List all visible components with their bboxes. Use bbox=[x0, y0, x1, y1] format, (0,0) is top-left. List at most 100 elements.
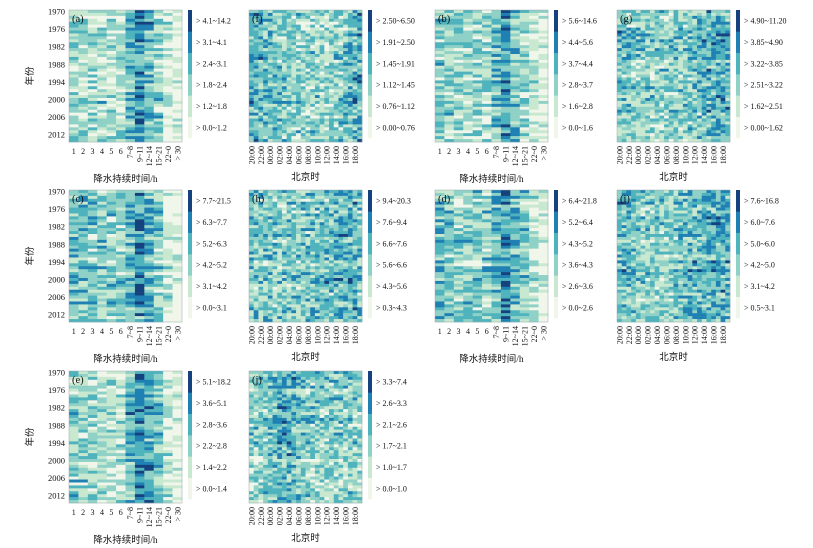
heat-cell bbox=[711, 10, 717, 14]
heat-cell bbox=[463, 92, 473, 96]
heat-cell bbox=[69, 71, 79, 75]
heat-cell bbox=[640, 92, 646, 96]
heat-cell bbox=[725, 112, 731, 116]
heat-cell bbox=[435, 36, 445, 40]
heat-cell bbox=[69, 239, 79, 244]
heat-cell bbox=[682, 115, 688, 119]
heat-cell bbox=[258, 201, 264, 205]
heat-cell bbox=[664, 127, 670, 131]
heat-cell bbox=[291, 245, 297, 249]
heat-cell bbox=[668, 133, 674, 137]
heat-cell bbox=[153, 71, 164, 75]
heat-cell bbox=[134, 307, 145, 311]
heat-cell bbox=[253, 210, 259, 214]
heat-cell bbox=[463, 65, 473, 69]
heat-cell bbox=[519, 62, 530, 66]
heat-cell bbox=[69, 83, 79, 87]
heat-cell bbox=[352, 222, 358, 226]
heat-cell bbox=[664, 51, 670, 55]
heat-cell bbox=[267, 33, 273, 37]
heat-cell bbox=[249, 266, 254, 270]
heat-cell bbox=[153, 33, 164, 37]
heat-cell bbox=[78, 86, 89, 90]
heat-cell bbox=[125, 118, 136, 122]
heat-cell bbox=[701, 127, 707, 131]
heat-cell bbox=[272, 30, 278, 34]
heat-cell bbox=[263, 30, 269, 34]
heat-cell bbox=[692, 71, 698, 75]
heat-cell bbox=[97, 198, 107, 202]
heat-cell bbox=[97, 204, 107, 208]
heat-cell bbox=[347, 27, 353, 31]
heat-cell bbox=[249, 260, 254, 264]
x-tick-label: 22:00 bbox=[625, 146, 634, 164]
heat-cell bbox=[125, 74, 136, 78]
heat-cell bbox=[116, 272, 126, 276]
heat-cell bbox=[116, 109, 126, 113]
heat-cell bbox=[338, 95, 344, 99]
heat-cell bbox=[267, 254, 273, 258]
heat-cell bbox=[659, 21, 665, 25]
heat-cell bbox=[510, 30, 520, 34]
heat-cell bbox=[310, 121, 316, 125]
heat-cell bbox=[300, 266, 306, 270]
heat-cell bbox=[78, 124, 89, 128]
heat-cell bbox=[258, 12, 264, 17]
heat-cell bbox=[444, 62, 455, 66]
heat-cell bbox=[538, 112, 549, 116]
heat-cell bbox=[97, 92, 107, 96]
heat-cell bbox=[697, 118, 702, 122]
heat-cell bbox=[153, 48, 164, 52]
heat-cell bbox=[319, 127, 325, 131]
heat-cell bbox=[626, 139, 632, 143]
heat-cell bbox=[357, 45, 363, 49]
heat-cell bbox=[263, 115, 269, 119]
heat-cell bbox=[277, 286, 283, 290]
heat-cell bbox=[347, 68, 353, 72]
heat-cell bbox=[519, 98, 530, 102]
heat-cell bbox=[697, 30, 702, 34]
heat-cell bbox=[87, 231, 98, 235]
heat-cell bbox=[519, 83, 530, 87]
heat-cell bbox=[678, 33, 684, 37]
heat-cell bbox=[343, 207, 349, 211]
heat-cell bbox=[172, 136, 183, 140]
heat-cell bbox=[645, 59, 651, 64]
heat-cell bbox=[319, 106, 325, 110]
heat-cell bbox=[272, 92, 278, 96]
heat-cell bbox=[78, 257, 89, 261]
heat-cell bbox=[491, 54, 502, 58]
heat-cell bbox=[324, 310, 330, 314]
heat-cell bbox=[338, 286, 344, 290]
heat-cell bbox=[329, 260, 334, 264]
heat-cell bbox=[253, 42, 259, 46]
heat-cell bbox=[725, 18, 731, 22]
heat-cell bbox=[249, 15, 254, 20]
heat-cell bbox=[635, 92, 641, 96]
heat-cell bbox=[263, 301, 269, 305]
heat-cell bbox=[682, 18, 688, 22]
heat-cell bbox=[453, 121, 464, 125]
heat-cell bbox=[87, 272, 98, 276]
heat-cell bbox=[277, 313, 283, 317]
heat-cell bbox=[263, 36, 269, 40]
heat-cell bbox=[678, 56, 684, 61]
heat-cell bbox=[319, 198, 325, 202]
heat-cell bbox=[329, 219, 334, 223]
heat-cell bbox=[697, 33, 702, 37]
heat-cell bbox=[163, 289, 173, 293]
heat-cell bbox=[263, 92, 269, 96]
heat-cell bbox=[314, 275, 320, 279]
heat-cell bbox=[267, 121, 273, 125]
x-tick-label: 22~0 bbox=[164, 146, 173, 162]
heat-cell bbox=[286, 15, 292, 20]
heat-cell bbox=[711, 92, 717, 96]
heat-cell bbox=[463, 121, 473, 125]
heat-cell bbox=[281, 10, 287, 14]
heat-cell bbox=[324, 316, 330, 320]
heat-cell bbox=[678, 118, 684, 122]
heat-cell bbox=[305, 251, 311, 255]
heat-cell bbox=[697, 80, 702, 84]
heat-cell bbox=[352, 121, 358, 125]
heat-cell bbox=[482, 124, 492, 128]
